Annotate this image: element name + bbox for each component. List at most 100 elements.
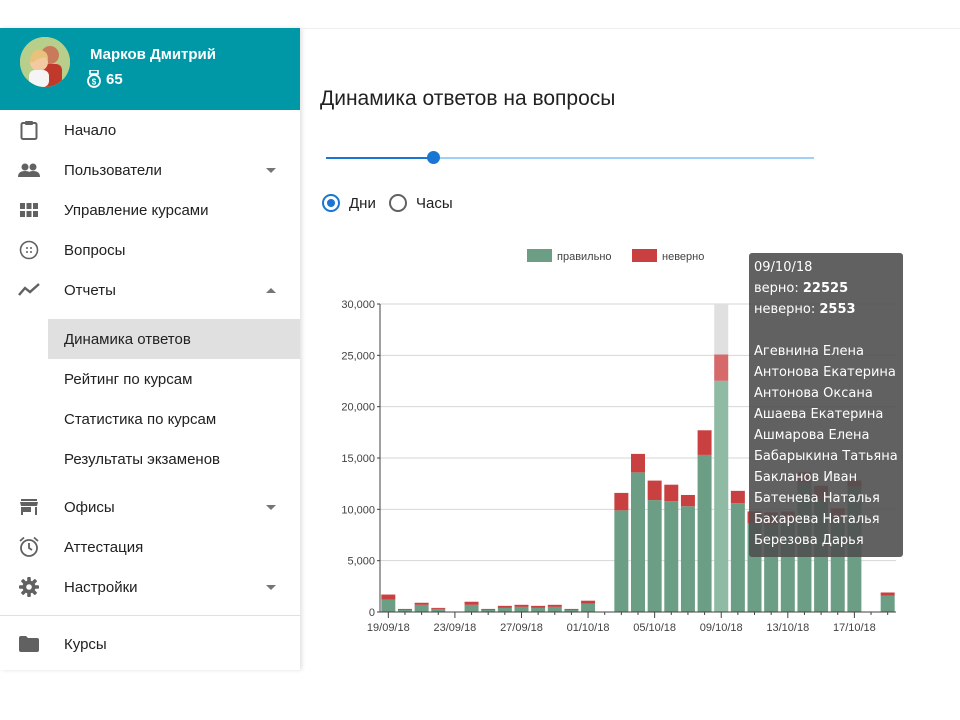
bar-correct[interactable] <box>730 503 745 612</box>
bar-correct[interactable] <box>531 607 546 612</box>
nav-item-questions[interactable]: Вопросы <box>0 230 300 270</box>
slider-track[interactable] <box>326 157 814 159</box>
divider <box>0 615 300 616</box>
bar-wrong[interactable] <box>730 490 745 504</box>
bar-correct[interactable] <box>381 599 396 612</box>
bar-wrong[interactable] <box>514 604 529 607</box>
bar-wrong[interactable] <box>581 600 596 604</box>
tooltip-date: 09/10/18 <box>754 260 813 275</box>
dots-circle-icon <box>18 239 40 261</box>
nav-item-attestation[interactable]: Аттестация <box>0 527 300 567</box>
store-icon <box>18 496 40 518</box>
x-tick-label: 09/10/18 <box>700 622 743 634</box>
bar-correct[interactable] <box>880 595 895 612</box>
nav-label: Результаты экзаменов <box>64 450 221 468</box>
nav-label: Динамика ответов <box>64 330 191 348</box>
chevron-down-icon[interactable] <box>266 504 276 510</box>
chevron-down-icon[interactable] <box>266 167 276 173</box>
bar-wrong[interactable] <box>631 453 645 473</box>
bar-correct[interactable] <box>514 606 529 612</box>
nav-item-reports[interactable]: Отчеты <box>0 270 300 310</box>
radio-days[interactable]: Дни <box>322 194 376 212</box>
bar-wrong[interactable] <box>464 601 479 605</box>
y-tick-label: 30,000 <box>341 299 375 311</box>
bar-wrong[interactable] <box>880 592 895 596</box>
bar-wrong[interactable] <box>680 494 695 507</box>
svg-text:$: $ <box>92 78 97 87</box>
bar-correct[interactable] <box>464 604 479 612</box>
tooltip-wrong-value: 2553 <box>819 302 856 317</box>
y-tick-label: 20,000 <box>341 402 375 414</box>
nav-item-settings[interactable]: Настройки <box>0 567 300 607</box>
legend-label-wrong: неверно <box>662 251 704 263</box>
sidebar: Марков Дмитрий $ 65 Начало Пользователи … <box>0 28 300 670</box>
tooltip-wrong: неверно: 2553 <box>754 302 856 317</box>
bar-wrong[interactable] <box>664 484 679 502</box>
tooltip-name: Бакланов Иван <box>754 470 858 485</box>
bar-correct[interactable] <box>431 608 446 612</box>
bar-wrong[interactable] <box>531 605 546 608</box>
radio-circle[interactable] <box>389 194 407 212</box>
sub-item-answer-dynamics[interactable]: Динамика ответов <box>48 319 300 359</box>
tooltip-name: Ашаева Екатерина <box>754 407 884 422</box>
people-icon <box>18 159 40 181</box>
avatar[interactable] <box>20 37 70 87</box>
bar-correct[interactable] <box>497 607 512 612</box>
bar-wrong[interactable] <box>614 492 629 511</box>
slider-thumb[interactable] <box>426 151 440 164</box>
bar-wrong[interactable] <box>381 594 396 600</box>
nav-label: Настройки <box>64 578 138 596</box>
bar-correct[interactable] <box>581 603 596 612</box>
bar-wrong[interactable] <box>564 608 579 610</box>
sub-item-exam-results[interactable]: Результаты экзаменов <box>48 439 300 479</box>
tooltip-wrong-label: неверно: <box>754 302 816 317</box>
bar-correct[interactable] <box>547 606 562 612</box>
bar-wrong[interactable] <box>714 354 729 381</box>
bar-correct[interactable] <box>481 609 496 612</box>
bar-correct[interactable] <box>714 380 729 612</box>
x-tick-label: 27/09/18 <box>500 622 543 634</box>
bar-correct[interactable] <box>414 604 429 612</box>
folder-icon <box>18 633 40 655</box>
chevron-up-icon[interactable] <box>266 287 276 293</box>
tooltip-name: Бахарева Наталья <box>754 512 880 527</box>
bar-correct[interactable] <box>564 609 579 612</box>
radio-label: Часы <box>416 194 453 212</box>
bar-wrong[interactable] <box>547 604 562 607</box>
bar-correct[interactable] <box>680 506 695 612</box>
bar-correct[interactable] <box>614 510 629 612</box>
bar-wrong[interactable] <box>414 602 429 605</box>
bar-wrong[interactable] <box>481 608 496 610</box>
chevron-down-icon[interactable] <box>266 584 276 590</box>
bar-correct[interactable] <box>664 501 679 612</box>
sub-item-course-rating[interactable]: Рейтинг по курсам <box>48 359 300 399</box>
nav-item-course-management[interactable]: Управление курсами <box>0 190 300 230</box>
bar-correct[interactable] <box>647 500 662 612</box>
radio-circle[interactable] <box>322 194 340 212</box>
nav-item-offices[interactable]: Офисы <box>0 487 300 527</box>
bar-correct[interactable] <box>697 454 712 612</box>
sub-item-course-stats[interactable]: Статистика по курсам <box>48 399 300 439</box>
nav-label: Курсы <box>64 635 107 653</box>
bar-wrong[interactable] <box>697 430 712 455</box>
tooltip-name: Батенева Наталья <box>754 491 880 506</box>
trending-icon <box>18 279 40 301</box>
nav-item-home[interactable]: Начало <box>0 110 300 150</box>
legend-swatch-correct <box>527 249 552 262</box>
nav-label: Статистика по курсам <box>64 410 217 428</box>
bar-wrong[interactable] <box>497 605 512 608</box>
nav-label: Рейтинг по курсам <box>64 370 193 388</box>
radio-hours[interactable]: Часы <box>389 194 453 212</box>
bar-correct[interactable] <box>397 609 412 612</box>
radio-label: Дни <box>349 194 376 212</box>
bar-wrong[interactable] <box>397 608 412 610</box>
y-tick-label: 0 <box>369 607 375 619</box>
chart-legend: правильно неверно <box>527 249 704 263</box>
nav-item-users[interactable]: Пользователи <box>0 150 300 190</box>
nav-item-courses[interactable]: Курсы <box>0 624 300 664</box>
coins-counter: $ 65 <box>86 70 123 88</box>
bar-correct[interactable] <box>631 472 645 612</box>
x-tick-label: 23/09/18 <box>433 622 476 634</box>
bar-wrong[interactable] <box>647 480 662 501</box>
bar-wrong[interactable] <box>431 607 446 609</box>
